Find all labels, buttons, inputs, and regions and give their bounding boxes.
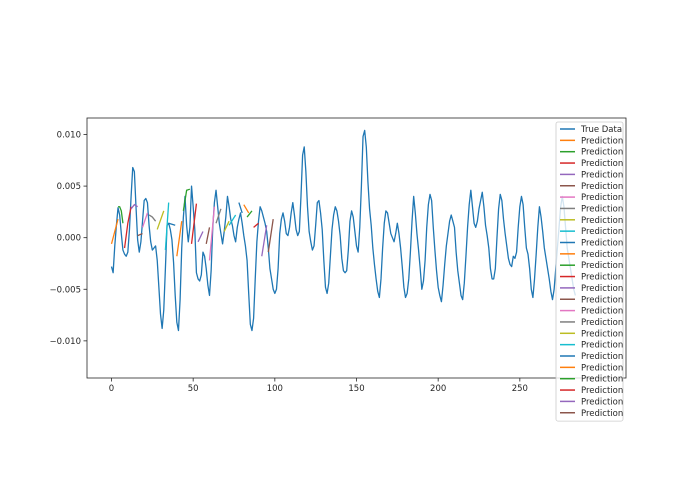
prediction-line [223, 220, 230, 232]
prediction-line [267, 219, 274, 253]
prediction-line [190, 203, 198, 244]
prediction-line [176, 221, 183, 257]
legend-label: Prediction [581, 363, 623, 373]
legend-label: Prediction [581, 182, 623, 192]
legend-label: Prediction [581, 136, 623, 146]
prediction-line [123, 206, 132, 249]
prediction-line [208, 206, 216, 261]
prediction-line [243, 204, 250, 214]
legend-label: Prediction [581, 216, 623, 226]
prediction-line [164, 202, 170, 251]
legend-label: Prediction [581, 386, 623, 396]
prediction-line [118, 206, 124, 224]
prediction-line [246, 210, 253, 218]
prediction-line [110, 218, 119, 245]
legend-label: Prediction [581, 193, 623, 203]
x-tick-label: 200 [430, 384, 446, 394]
legend-label: Prediction [581, 148, 623, 158]
x-tick-label: 150 [348, 384, 364, 394]
legend-label: Prediction [581, 397, 623, 407]
prediction-line [253, 222, 259, 228]
legend-label: Prediction [581, 307, 623, 317]
prediction-line [238, 202, 243, 214]
prediction-line [130, 203, 138, 210]
legend-label: Prediction [581, 318, 623, 328]
prediction-line [197, 231, 204, 243]
prediction-line [261, 225, 268, 257]
prediction-line [215, 208, 222, 224]
legend-label: Prediction [581, 204, 623, 214]
legend-label: Prediction [581, 375, 623, 385]
legend-label: Prediction [581, 170, 623, 180]
legend-label: Prediction [581, 409, 623, 419]
legend: True DataPredictionPredictionPredictionP… [555, 121, 624, 422]
legend-label: Prediction [581, 329, 623, 339]
x-tick-label: 250 [512, 384, 528, 394]
y-tick-label: 0.010 [57, 131, 81, 141]
legend-label: Prediction [581, 250, 623, 260]
legend-label: Prediction [581, 273, 623, 283]
y-tick-label: 0.005 [57, 182, 81, 192]
prediction-line [141, 212, 149, 228]
x-axis: 0 50 100 150 200 250 [109, 378, 528, 394]
true-data-line [110, 129, 576, 332]
legend-label: True Data [580, 125, 622, 135]
legend-label: Prediction [581, 227, 623, 237]
prediction-line [168, 222, 176, 226]
legend-label: Prediction [581, 352, 623, 362]
legend-label: Prediction [581, 261, 623, 271]
prediction-line [148, 214, 157, 222]
legend-label: Prediction [581, 341, 623, 351]
prediction-line [137, 232, 143, 237]
legend-label: Prediction [581, 284, 623, 294]
y-tick-label: −0.005 [50, 285, 81, 295]
legend-label: Prediction [581, 239, 623, 249]
x-tick-label: 50 [188, 384, 199, 394]
prediction-line [205, 227, 211, 244]
y-tick-label: −0.010 [50, 337, 81, 347]
prediction-line [156, 210, 165, 230]
y-axis: 0.010 0.005 0.000 −0.005 −0.010 [50, 131, 87, 347]
x-tick-label: 0 [109, 384, 114, 394]
x-tick-label: 100 [267, 384, 283, 394]
legend-label: Prediction [581, 159, 623, 169]
prediction-line [182, 188, 191, 211]
legend-label: Prediction [581, 295, 623, 305]
y-tick-label: 0.000 [57, 234, 81, 244]
prediction-line [228, 214, 237, 226]
plot-area [110, 129, 576, 332]
